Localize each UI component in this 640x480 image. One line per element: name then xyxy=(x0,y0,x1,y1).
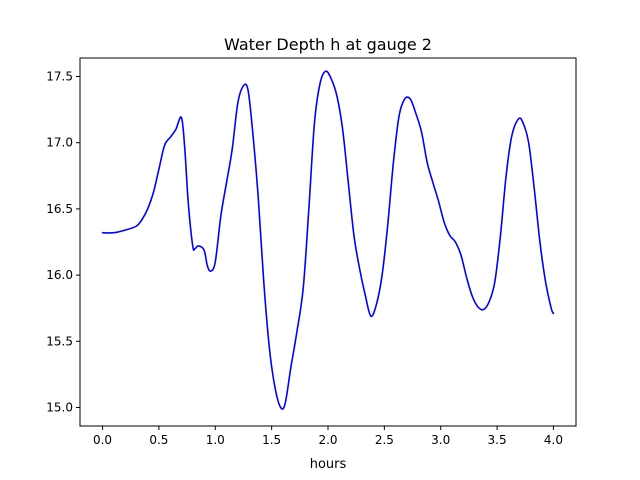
series-layer xyxy=(101,70,555,410)
x-tick-label: 1.0 xyxy=(206,433,225,447)
y-tick-label: 16.0 xyxy=(46,268,73,282)
x-tick-label: 0.5 xyxy=(149,433,168,447)
x-tick-label: 0.0 xyxy=(93,433,112,447)
x-tick-label: 2.0 xyxy=(318,433,337,447)
x-axis-label: hours xyxy=(310,457,347,472)
axis-ticks: 0.0 0.5 1.0 1.5 2.0 2.5 3.0 3.5 4.0 15.0 15.5 16.0 1… xyxy=(46,70,563,447)
y-tick-label: 15.0 xyxy=(46,400,73,414)
plot-frame xyxy=(79,57,577,427)
x-tick-label: 3.0 xyxy=(431,433,450,447)
x-tick-label: 4.0 xyxy=(544,433,563,447)
x-tick-label: 2.5 xyxy=(375,433,394,447)
x-tick-label: 1.5 xyxy=(262,433,281,447)
x-tick-label: 3.5 xyxy=(488,433,507,447)
y-tick-label: 15.5 xyxy=(46,334,73,348)
y-tick-label: 16.5 xyxy=(46,202,73,216)
series-line xyxy=(101,70,555,410)
y-tick-label: 17.5 xyxy=(46,70,73,84)
chart-title: Water Depth h at gauge 2 xyxy=(224,35,432,54)
y-tick-label: 17.0 xyxy=(46,136,73,150)
